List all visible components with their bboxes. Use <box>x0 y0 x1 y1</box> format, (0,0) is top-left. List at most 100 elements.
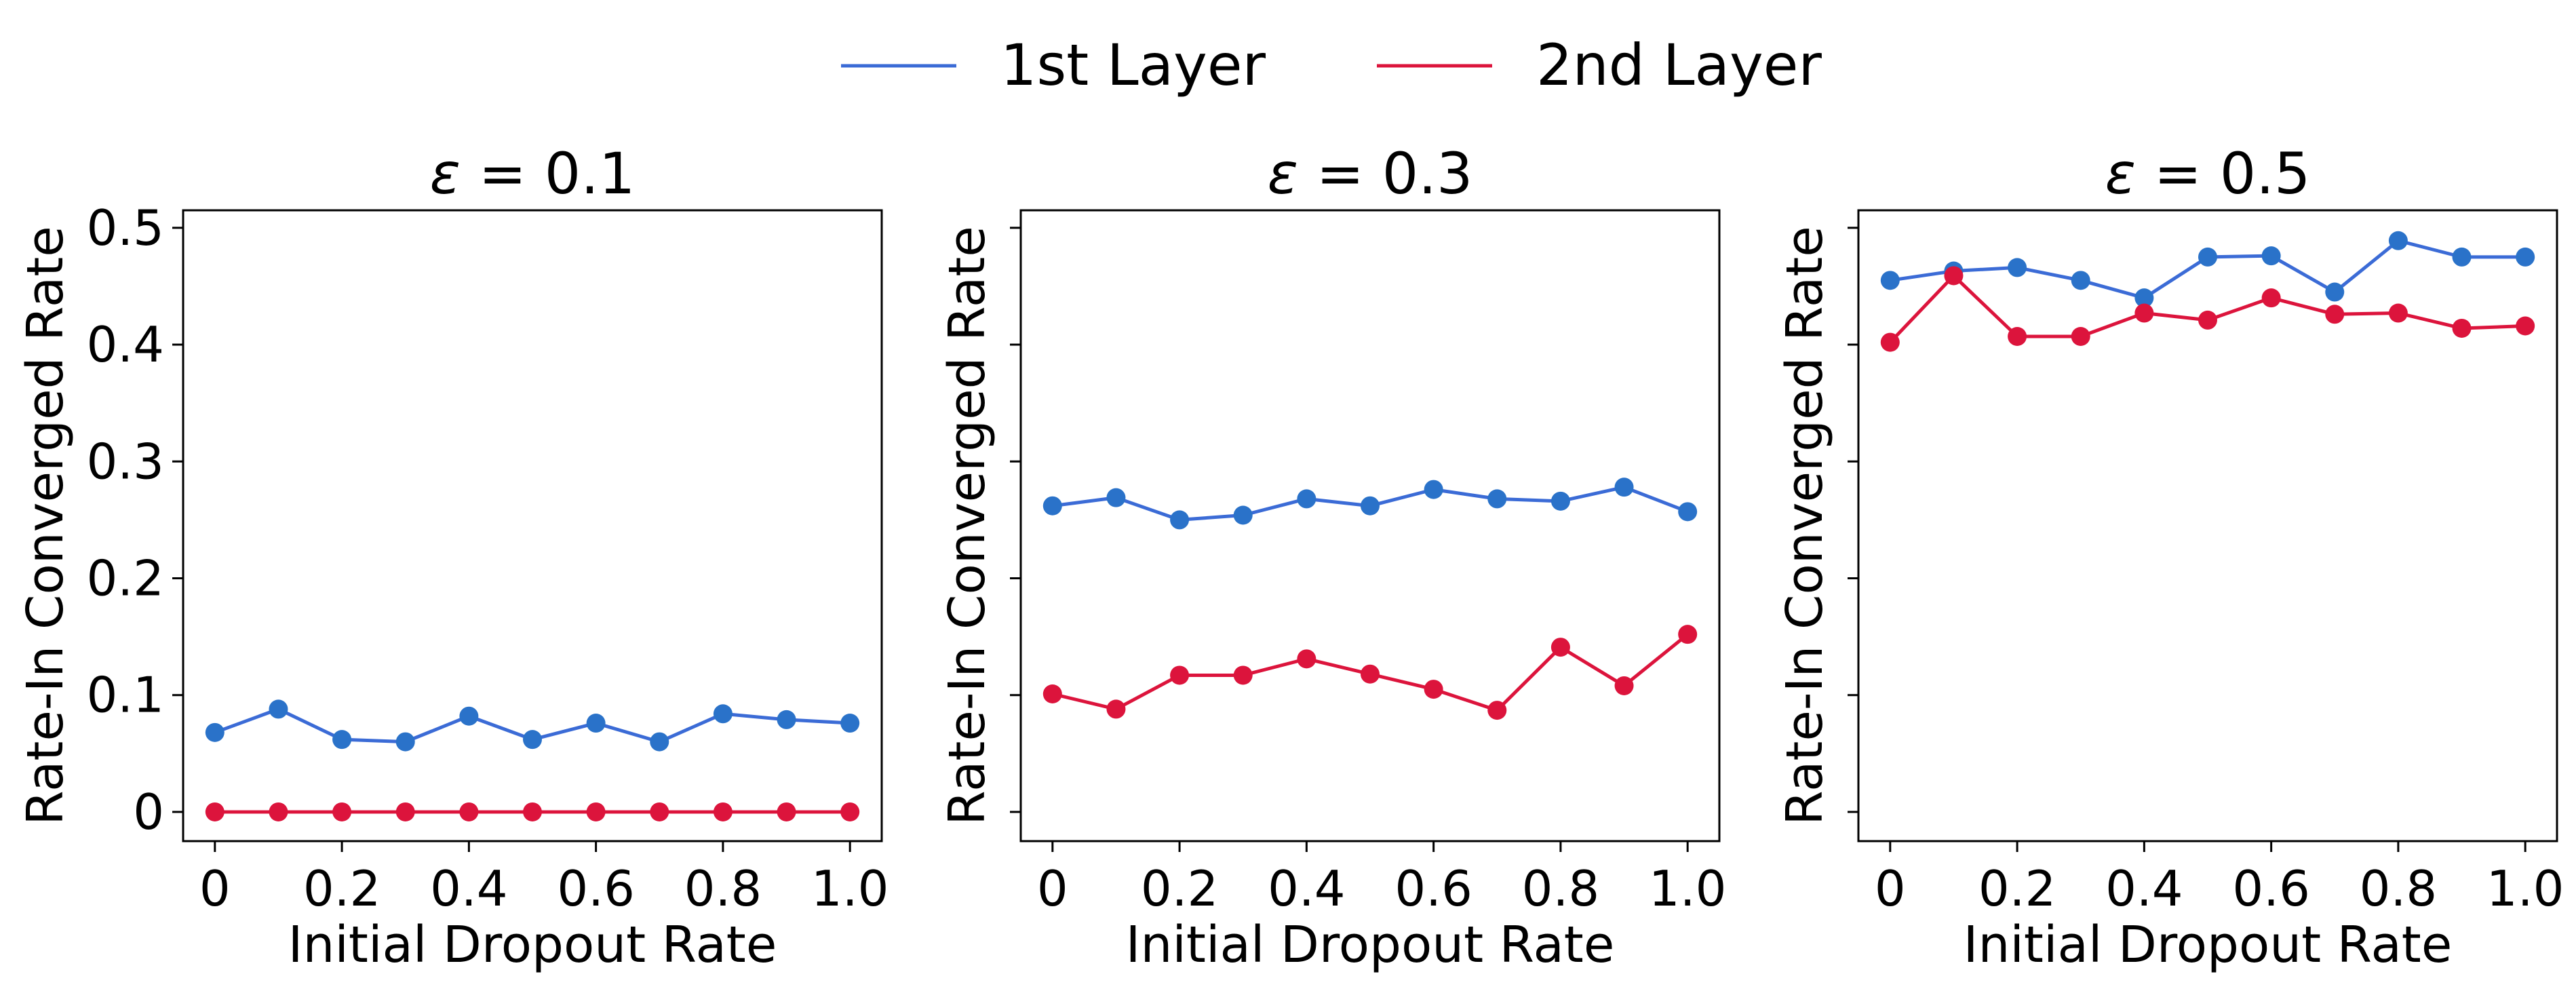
data-point-1st-layer <box>2388 231 2408 250</box>
data-point-2nd-layer <box>2516 316 2535 336</box>
panels: ε = 0.1 0 0.2 0.4 0.6 0.8 1.0 0 0.1 0.2 0.3 0.4 0.5 I… <box>16 140 2564 974</box>
x-tick-label: 0 <box>1875 860 1906 917</box>
data-point-1st-layer <box>395 732 415 752</box>
panel-title: ε = 0.1 <box>430 140 636 207</box>
x-tick-label: 0 <box>199 860 231 917</box>
x-tick-label: 0.8 <box>2360 860 2438 917</box>
legend-label-2nd-layer: 2nd Layer <box>1536 32 1822 98</box>
data-point-1st-layer <box>1361 496 1380 516</box>
y-axis-label: Rate-In Converged Rate <box>938 226 996 826</box>
data-point-1st-layer <box>1106 488 1126 507</box>
panel-title-symbol: ε <box>430 140 461 207</box>
data-point-2nd-layer <box>1424 680 1443 699</box>
panel-title: ε = 0.3 <box>1268 140 1473 207</box>
data-point-2nd-layer <box>840 802 860 821</box>
data-point-2nd-layer <box>2008 327 2027 346</box>
y-tick-label: 0.3 <box>86 433 164 490</box>
data-point-2nd-layer <box>2198 310 2217 330</box>
plot-frame <box>1019 209 1721 842</box>
data-point-1st-layer <box>2516 247 2535 267</box>
x-tick-label: 1.0 <box>2486 860 2564 917</box>
data-point-2nd-layer <box>1487 701 1507 720</box>
y-tick-label: 0.1 <box>86 667 164 724</box>
data-point-2nd-layer <box>205 802 225 821</box>
data-point-1st-layer <box>269 699 288 719</box>
legend: 1st Layer 2nd Layer <box>841 32 1822 98</box>
data-point-2nd-layer <box>1944 266 1964 286</box>
x-tick-label: 0.4 <box>1268 860 1346 917</box>
panel-title: ε = 0.5 <box>2105 140 2311 207</box>
panel-title-value: = 0.5 <box>2136 140 2310 207</box>
data-point-1st-layer <box>2008 258 2027 277</box>
x-tick-label: 0.2 <box>1141 860 1219 917</box>
data-point-2nd-layer <box>2071 327 2090 346</box>
data-point-2nd-layer <box>586 802 606 821</box>
data-point-2nd-layer <box>269 802 288 821</box>
data-point-2nd-layer <box>2452 318 2472 338</box>
x-tick-label: 0 <box>1037 860 1068 917</box>
x-tick-label: 0.2 <box>1978 860 2056 917</box>
data-point-1st-layer <box>1880 271 1900 290</box>
data-point-2nd-layer <box>1361 664 1380 684</box>
data-point-2nd-layer <box>2134 303 2154 323</box>
data-point-2nd-layer <box>2388 303 2408 323</box>
data-point-1st-layer <box>650 732 669 752</box>
data-point-1st-layer <box>713 704 733 724</box>
data-point-1st-layer <box>1614 478 1634 497</box>
x-tick-label: 0.6 <box>557 860 635 917</box>
data-point-2nd-layer <box>2261 288 2281 308</box>
data-point-1st-layer <box>840 714 860 733</box>
x-axis-label: Initial Dropout Rate <box>1964 916 2453 974</box>
data-point-2nd-layer <box>2325 305 2345 324</box>
data-point-2nd-layer <box>1170 665 1190 685</box>
data-point-1st-layer <box>777 710 796 729</box>
x-tick-label: 0.4 <box>2105 860 2183 917</box>
data-point-1st-layer <box>2071 271 2090 290</box>
data-point-1st-layer <box>1297 489 1316 509</box>
data-point-1st-layer <box>1042 496 1062 516</box>
data-point-1st-layer <box>2325 282 2345 302</box>
panel-title-symbol: ε <box>2105 140 2136 207</box>
y-axis-label: Rate-In Converged Rate <box>16 226 75 826</box>
data-point-2nd-layer <box>395 802 415 821</box>
data-point-2nd-layer <box>1297 649 1316 669</box>
data-point-2nd-layer <box>1678 625 1698 644</box>
data-point-2nd-layer <box>777 802 796 821</box>
data-point-1st-layer <box>1424 480 1443 499</box>
x-tick-label: 0.2 <box>303 860 381 917</box>
data-point-2nd-layer <box>650 802 669 821</box>
data-point-1st-layer <box>2261 246 2281 266</box>
data-point-2nd-layer <box>523 802 542 821</box>
data-point-1st-layer <box>1170 510 1190 530</box>
data-point-2nd-layer <box>459 802 479 821</box>
x-tick-label: 0.8 <box>1522 860 1600 917</box>
x-axis-label: Initial Dropout Rate <box>288 916 777 974</box>
panel-2: ε = 0.3 0 0.2 0.4 0.6 0.8 1.0 Initial Dropout R… <box>938 140 1726 974</box>
y-axis-label: Rate-In Converged Rate <box>1776 226 1834 826</box>
data-point-1st-layer <box>523 730 542 750</box>
y-tick-label: 0 <box>133 783 164 840</box>
data-point-2nd-layer <box>1880 332 1900 352</box>
data-point-1st-layer <box>586 714 606 733</box>
y-tick-label: 0.4 <box>86 316 164 373</box>
legend-label-1st-layer: 1st Layer <box>1000 32 1266 98</box>
panel-title-value: = 0.3 <box>1298 140 1472 207</box>
y-tick-label: 0.2 <box>86 550 164 607</box>
data-point-2nd-layer <box>713 802 733 821</box>
panel-title-value: = 0.1 <box>461 140 635 207</box>
plot-frame <box>182 209 883 842</box>
data-point-1st-layer <box>1550 491 1570 511</box>
x-tick-label: 1.0 <box>811 860 889 917</box>
x-tick-label: 0.6 <box>1394 860 1472 917</box>
y-tick-label: 0.5 <box>86 199 164 256</box>
data-point-1st-layer <box>2452 247 2472 267</box>
x-tick-label: 0.6 <box>2232 860 2310 917</box>
data-point-2nd-layer <box>1106 699 1126 719</box>
panel-1: ε = 0.1 0 0.2 0.4 0.6 0.8 1.0 0 0.1 0.2 0.3 0.4 0.5 I… <box>16 140 889 974</box>
data-point-1st-layer <box>459 706 479 726</box>
data-point-2nd-layer <box>332 802 352 821</box>
data-point-2nd-layer <box>1614 676 1634 695</box>
data-point-2nd-layer <box>1042 684 1062 703</box>
x-tick-label: 0.8 <box>684 860 762 917</box>
